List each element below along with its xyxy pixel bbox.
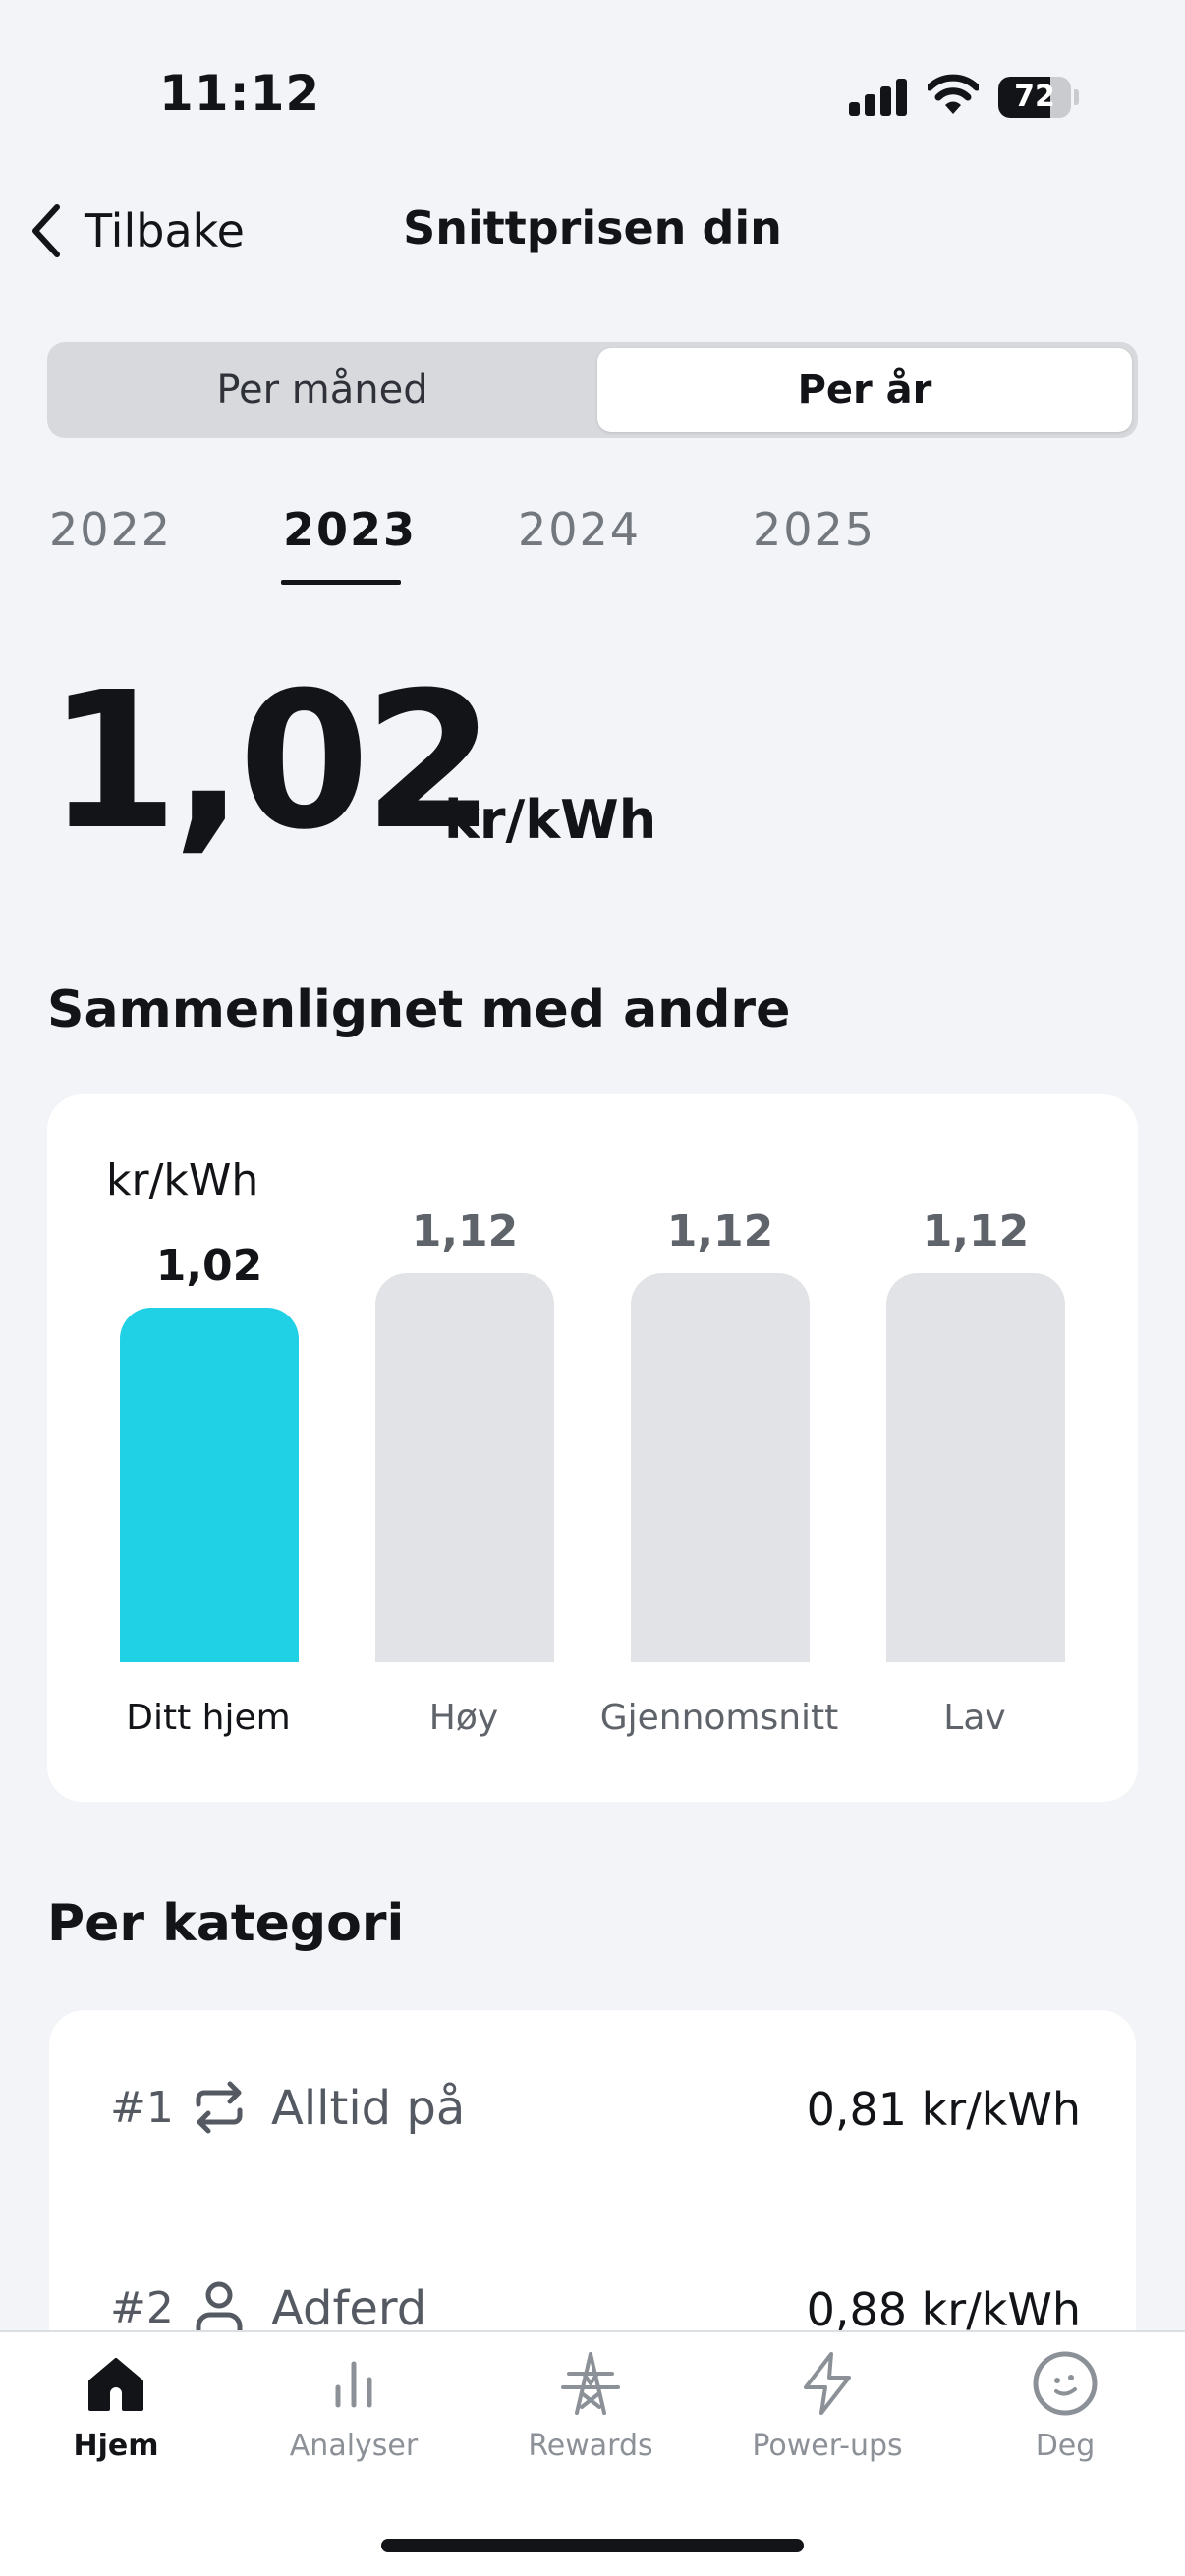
segment-per-month[interactable]: Per måned — [216, 367, 428, 413]
tab-rewards[interactable]: Rewards — [492, 2348, 689, 2463]
tab-home[interactable]: Hjem — [18, 2348, 214, 2463]
bar-value-label: 1,12 — [411, 1206, 519, 1257]
bar-category-label: Lav — [943, 1698, 1006, 1738]
selected-year-indicator — [281, 580, 401, 585]
category-name: Adferd — [271, 2281, 427, 2336]
bar-lav — [886, 1273, 1065, 1662]
category-name: Alltid på — [271, 2081, 466, 2136]
power-tower-icon — [561, 2352, 620, 2415]
tab-label: Hjem — [73, 2429, 159, 2463]
bottom-tab-bar: Hjem Analyser Rewards Power-ups — [0, 2330, 1185, 2576]
chart-y-unit: kr/kWh — [106, 1155, 259, 1205]
bar-høy — [375, 1273, 554, 1662]
battery-level: 72 — [1014, 80, 1055, 114]
bar-value-label: 1,12 — [666, 1206, 774, 1257]
bar-value-label: 1,02 — [155, 1241, 263, 1291]
category-value: 0,81 kr/kWh — [806, 2083, 1081, 2136]
tab-analyser[interactable]: Analyser — [255, 2348, 452, 2463]
bar-category-label: Høy — [428, 1698, 499, 1738]
bar-value-label: 1,12 — [922, 1206, 1030, 1257]
tab-power-ups[interactable]: Power-ups — [729, 2348, 926, 2463]
tab-year-2024[interactable]: 2024 — [518, 503, 642, 556]
tab-label: Deg — [1035, 2429, 1096, 2463]
tab-label: Rewards — [528, 2429, 653, 2463]
status-time: 11:12 — [159, 65, 321, 122]
bar-category-label: Gjennomsnitt — [599, 1698, 839, 1738]
page-title: Snittprisen din — [403, 201, 782, 254]
home-icon — [88, 2358, 143, 2411]
average-price-unit: kr/kWh — [444, 789, 657, 851]
category-title: Per kategori — [47, 1894, 405, 1953]
tab-year-2025[interactable]: 2025 — [753, 503, 876, 556]
category-row-always-on[interactable]: #1 Alltid på 0,81 kr/kWh — [49, 2065, 1136, 2154]
back-button[interactable]: Tilbake — [24, 196, 245, 265]
back-label: Tilbake — [85, 204, 245, 257]
category-rank: #1 — [110, 2083, 174, 2133]
profile-face-icon — [1033, 2351, 1098, 2416]
chart-icon — [335, 2361, 372, 2408]
period-segmented-control: Per måned Per år — [47, 342, 1138, 438]
person-icon — [196, 2281, 243, 2337]
lightning-icon — [804, 2352, 851, 2415]
cellular-signal-icon — [849, 77, 908, 116]
tab-year-2022[interactable]: 2022 — [49, 503, 173, 556]
comparison-title: Sammenlignet med andre — [47, 980, 791, 1039]
tab-label: Analyser — [289, 2429, 419, 2463]
tab-label: Power-ups — [752, 2429, 903, 2463]
home-indicator — [381, 2539, 804, 2552]
bar-ditt-hjem — [120, 1308, 299, 1662]
bar-gjennomsnitt — [631, 1273, 810, 1662]
tab-year-2023[interactable]: 2023 — [283, 503, 418, 556]
category-rank: #2 — [110, 2283, 174, 2333]
average-price-value: 1,02 — [47, 652, 495, 871]
segment-per-year[interactable]: Per år — [597, 348, 1132, 432]
category-value: 0,88 kr/kWh — [806, 2283, 1081, 2336]
wifi-icon — [928, 74, 979, 114]
bar-category-label: Ditt hjem — [126, 1698, 291, 1738]
chevron-left-icon — [32, 204, 60, 257]
tab-profile[interactable]: Deg — [967, 2348, 1163, 2463]
category-row-behaviour[interactable]: #2 Adferd 0,88 kr/kWh — [49, 2266, 1136, 2354]
repeat-icon — [196, 2081, 243, 2134]
battery-icon: 72 — [998, 77, 1079, 118]
